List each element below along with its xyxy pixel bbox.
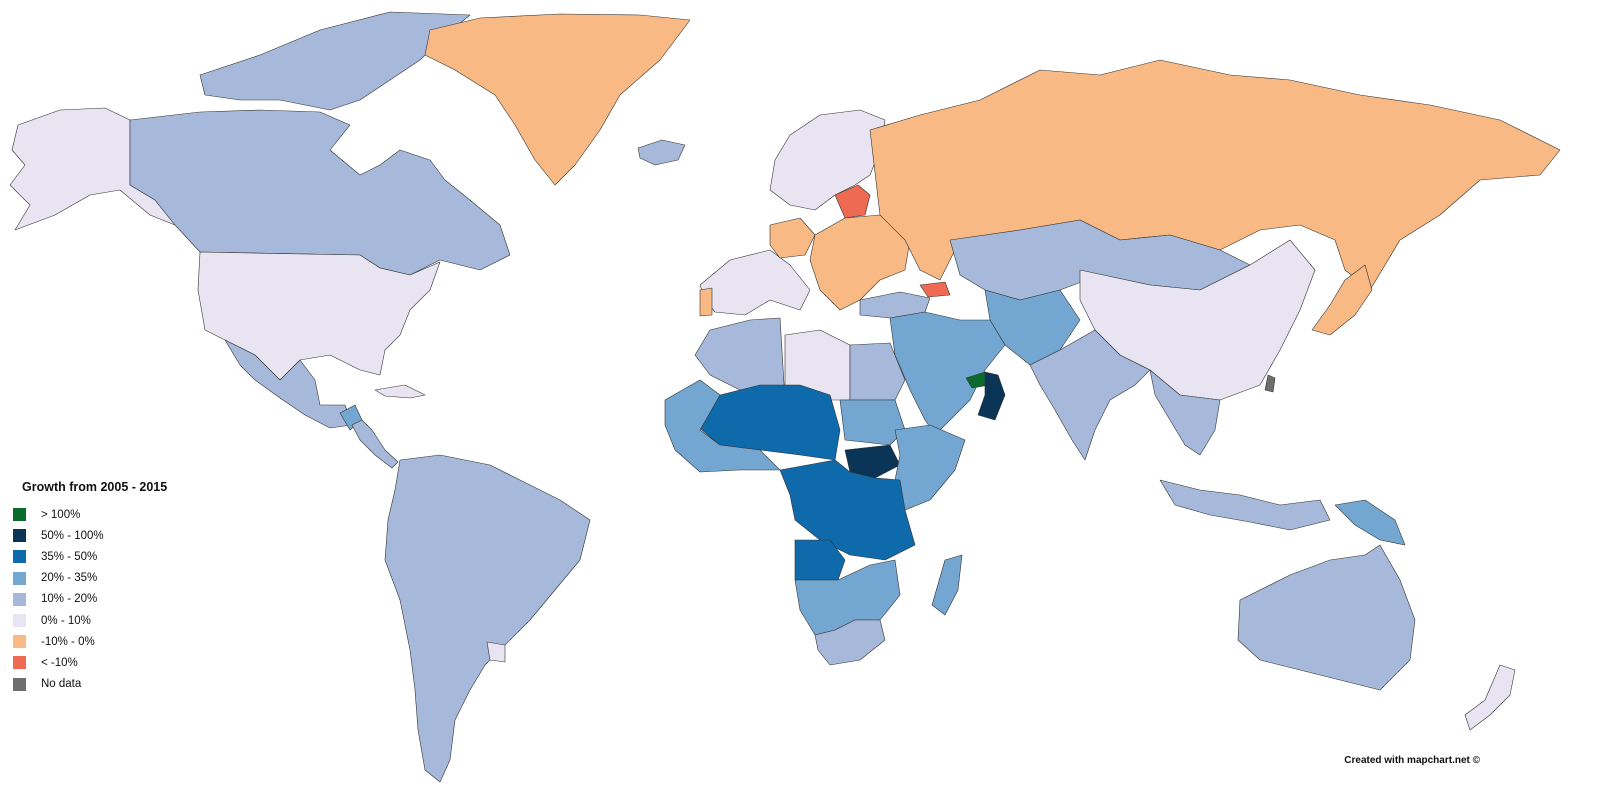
region-oman — [977, 371, 1006, 421]
legend-row: 50% - 100% — [13, 525, 167, 546]
legend-label: 20% - 35% — [41, 572, 98, 585]
region-japan — [1311, 264, 1373, 336]
region-south-sudan — [844, 444, 901, 479]
legend-label: < -10% — [41, 656, 78, 669]
region-madagascar — [931, 554, 963, 616]
region-southeast-asia — [1149, 369, 1221, 456]
region-south-africa — [814, 619, 886, 666]
legend-row: No data — [13, 674, 167, 695]
legend-label: No data — [41, 678, 82, 691]
region-germany — [769, 217, 816, 259]
region-central-africa — [779, 459, 916, 561]
legend-swatch — [13, 635, 26, 649]
legend-swatch — [13, 508, 26, 522]
region-australia — [1237, 544, 1416, 691]
region-baltic-states — [834, 184, 871, 219]
legend-swatch — [13, 614, 26, 628]
region-uruguay — [486, 641, 506, 663]
legend-swatch — [13, 677, 26, 691]
region-angola — [794, 539, 846, 581]
region-new-zealand — [1464, 664, 1516, 731]
legend-swatch — [13, 550, 26, 564]
region-eastern-europe — [809, 214, 911, 311]
legend-swatch — [13, 592, 26, 606]
legend-label: 10% - 20% — [41, 593, 98, 606]
legend-row: 0% - 10% — [13, 610, 167, 631]
region-greenland — [424, 13, 691, 186]
credit-text: Created with mapchart.net © — [1344, 755, 1480, 766]
legend-label: 50% - 100% — [41, 529, 104, 542]
legend-label: -10% - 0% — [41, 635, 95, 648]
region-central-america — [351, 419, 399, 469]
map-legend: Growth from 2005 - 2015 > 100% 50% - 100%… — [13, 480, 168, 695]
region-sudan — [839, 399, 906, 446]
legend-swatch — [13, 656, 26, 670]
legend-row: < -10% — [13, 652, 167, 673]
region-south-america — [384, 454, 591, 783]
region-india — [1029, 329, 1151, 461]
legend-row: -10% - 0% — [13, 631, 167, 652]
region-canadian-arctic-islands — [199, 11, 471, 111]
region-taiwan — [1264, 374, 1276, 393]
region-horn-of-africa — [894, 424, 966, 511]
legend-row: 20% - 35% — [13, 568, 167, 589]
legend-row: > 100% — [13, 504, 167, 525]
region-cuba — [374, 384, 426, 399]
region-west-africa — [664, 379, 781, 473]
legend-swatch — [13, 571, 26, 585]
region-georgia — [919, 281, 951, 298]
region-portugal — [699, 287, 713, 317]
region-papua-new-guinea — [1334, 499, 1406, 546]
region-alaska — [9, 107, 176, 231]
legend-title: Growth from 2005 - 2015 — [22, 480, 168, 494]
legend-swatch — [13, 529, 26, 543]
legend-row: 10% - 20% — [13, 589, 167, 610]
region-canada — [129, 109, 511, 276]
legend-label: 35% - 50% — [41, 550, 98, 563]
legend-items: > 100% 50% - 100% 35% - 50% 20% - 35% 10% - … — [13, 504, 167, 695]
region-iceland — [637, 139, 686, 166]
region-middle-east — [889, 311, 1006, 436]
legend-label: 0% - 10% — [41, 614, 91, 627]
region-western-europe — [699, 249, 811, 316]
region-indonesia — [1159, 479, 1331, 531]
legend-label: > 100% — [41, 508, 81, 521]
region-egypt — [849, 342, 906, 401]
legend-row: 35% - 50% — [13, 546, 167, 567]
